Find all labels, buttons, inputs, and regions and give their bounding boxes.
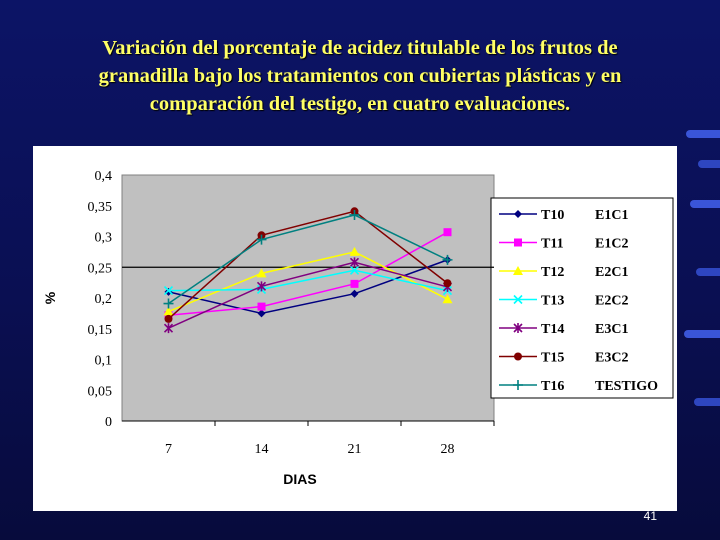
legend-series-label: E3C2: [595, 351, 628, 366]
decorative-stripe: [694, 398, 720, 406]
legend-marker: [514, 210, 522, 218]
chart-panel: % DIAS 0 0,05 0,1 0,15 0,2 0,25 0,3 0,35 0,4 7 14…: [33, 146, 677, 523]
data-point: [443, 279, 452, 288]
decorative-stripe: [686, 130, 720, 138]
series-line: [168, 269, 448, 292]
data-point: [349, 265, 360, 275]
data-point: [349, 209, 360, 220]
legend-series-label: E2C1: [595, 265, 628, 280]
series-line: [168, 261, 448, 329]
data-point: [350, 279, 359, 288]
series-t13: [163, 265, 453, 296]
data-point: [256, 281, 267, 292]
plot-area: [121, 174, 495, 422]
legend-series-label: TESTIGO: [595, 379, 658, 394]
legend-series-name: T12: [541, 265, 564, 280]
data-point: [163, 306, 174, 316]
legend-entry: T13 E2C2: [499, 294, 628, 309]
series-t12: [163, 246, 453, 316]
data-point: [257, 302, 266, 311]
data-point: [163, 298, 174, 309]
slide-title-line: comparación del testigo, en cuatro evalu…: [149, 93, 571, 115]
legend-marker: [514, 238, 522, 247]
legend-marker: [514, 352, 522, 361]
series-t16: [163, 209, 453, 309]
legend-marker: [513, 266, 523, 275]
y-tick-label: 0,25: [88, 261, 113, 276]
legend-series-label: E1C2: [595, 237, 628, 252]
data-point: [256, 268, 267, 278]
decorative-stripe: [696, 268, 720, 276]
y-tick-label: 0,4: [95, 169, 113, 184]
y-tick-label: 0,1: [95, 354, 113, 369]
series-line: [167, 210, 448, 320]
data-point: [256, 234, 267, 245]
legend-series-label: E2C2: [595, 294, 628, 309]
x-tick-label: 7: [165, 442, 172, 457]
legend-series-name: T13: [541, 294, 564, 309]
legend-entry: T12 E2C1: [499, 265, 628, 280]
legend-entry: T11 E1C2: [499, 237, 628, 252]
series-line: [168, 259, 448, 315]
data-point: [163, 323, 174, 334]
legend-entry: T10 E1C1: [499, 208, 628, 223]
legend-marker: [513, 380, 523, 390]
legend-entry: T16 TESTIGO: [499, 379, 658, 394]
data-point: [349, 257, 360, 268]
data-point: [442, 254, 453, 265]
y-tick-label: 0: [105, 415, 112, 430]
legend-box: [490, 197, 674, 399]
legend-marker: [513, 323, 523, 333]
legend-entry: T15 E3C2: [499, 351, 628, 366]
legend-series-name: T11: [541, 237, 564, 252]
decorative-stripe: [684, 330, 720, 338]
data-point: [442, 294, 453, 304]
x-tick-label: 21: [348, 442, 362, 457]
x-axis-title: DIAS: [283, 471, 316, 487]
data-point: [349, 246, 360, 256]
data-point: [257, 309, 266, 318]
legend-series-name: T10: [541, 208, 564, 223]
data-point: [164, 314, 173, 323]
line-chart: % DIAS 0 0,05 0,1 0,15 0,2 0,25 0,3 0,35 0,4 7 14…: [42, 169, 674, 487]
slide-title-line: Variación del porcentaje de acidez titul…: [102, 37, 618, 59]
decorative-stripe: [698, 160, 720, 168]
slide-title-line: granadilla bajo los tratamientos con cub…: [98, 65, 622, 87]
slide-title: Variación del porcentaje de acidez titul…: [20, 34, 700, 118]
data-point: [163, 286, 174, 296]
legend-series-name: T15: [541, 351, 564, 366]
y-tick-label: 0,35: [88, 200, 113, 215]
legend-entry: T14 E3C1: [499, 322, 628, 337]
x-tick-label: 28: [441, 442, 455, 457]
series-line: [168, 231, 448, 316]
decorative-stripe: [690, 200, 720, 208]
y-tick-label: 0,15: [88, 323, 113, 338]
legend-series-name: T14: [541, 322, 564, 337]
data-point: [350, 289, 359, 298]
legend-series-label: E1C1: [595, 208, 628, 223]
data-point: [443, 228, 452, 237]
y-axis-title: %: [42, 291, 58, 304]
series-line: [168, 214, 448, 305]
x-tick-label: 14: [255, 442, 269, 457]
legend-series-label: E3C1: [595, 322, 628, 337]
y-tick-label: 0,2: [95, 292, 113, 307]
y-tick-label: 0,05: [88, 384, 113, 399]
y-tick-label: 0,3: [95, 231, 113, 246]
legend-series-name: T16: [541, 379, 564, 394]
series-line: [168, 251, 448, 313]
page-number: 41: [643, 509, 657, 523]
legend-marker: [513, 294, 523, 305]
